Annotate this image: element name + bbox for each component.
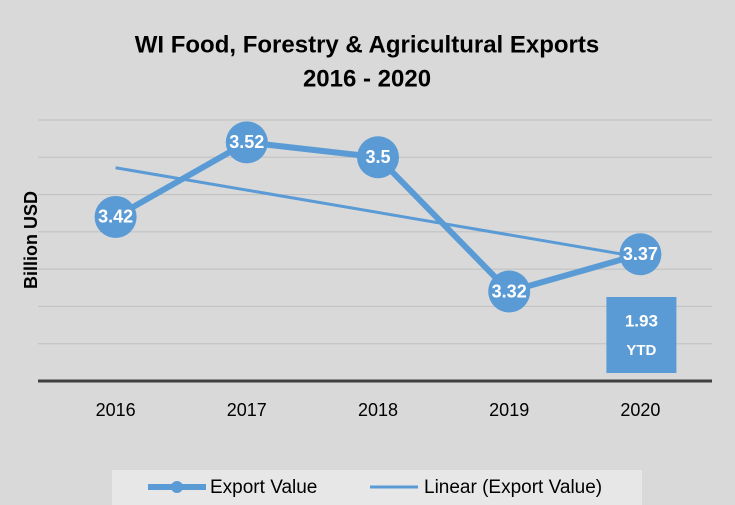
- data-label: 3.52: [229, 132, 264, 152]
- point: [357, 136, 399, 179]
- annotation-note: YTD: [626, 342, 656, 359]
- data-label: 3.42: [98, 207, 133, 227]
- x-tick-label: 2020: [620, 400, 660, 420]
- x-tick-label: 2016: [96, 400, 136, 420]
- chart-subtitle: 2016 - 2020: [303, 65, 431, 92]
- data-label: 3.37: [623, 244, 658, 264]
- chart-title: WI Food, Forestry & Agricultural Exports: [135, 31, 599, 58]
- data-label: 3.32: [492, 281, 527, 301]
- annotation-box: [606, 297, 677, 373]
- trendline: [115, 166, 641, 259]
- legend-marker: [171, 481, 183, 493]
- point: [488, 270, 531, 313]
- x-tick-label: 2018: [358, 400, 398, 420]
- legend-trend-label: Linear (Export Value): [424, 477, 602, 498]
- y-axis-label: Billion USD: [21, 191, 41, 289]
- data-label: 3.5: [365, 147, 390, 167]
- point: [94, 195, 137, 238]
- x-tick-label: 2019: [489, 400, 529, 420]
- point: [619, 233, 662, 276]
- legend-label: Export Value: [210, 477, 317, 498]
- annotation-value: 1.93: [625, 311, 658, 330]
- x-tick-label: 2017: [227, 400, 267, 420]
- point: [225, 121, 268, 164]
